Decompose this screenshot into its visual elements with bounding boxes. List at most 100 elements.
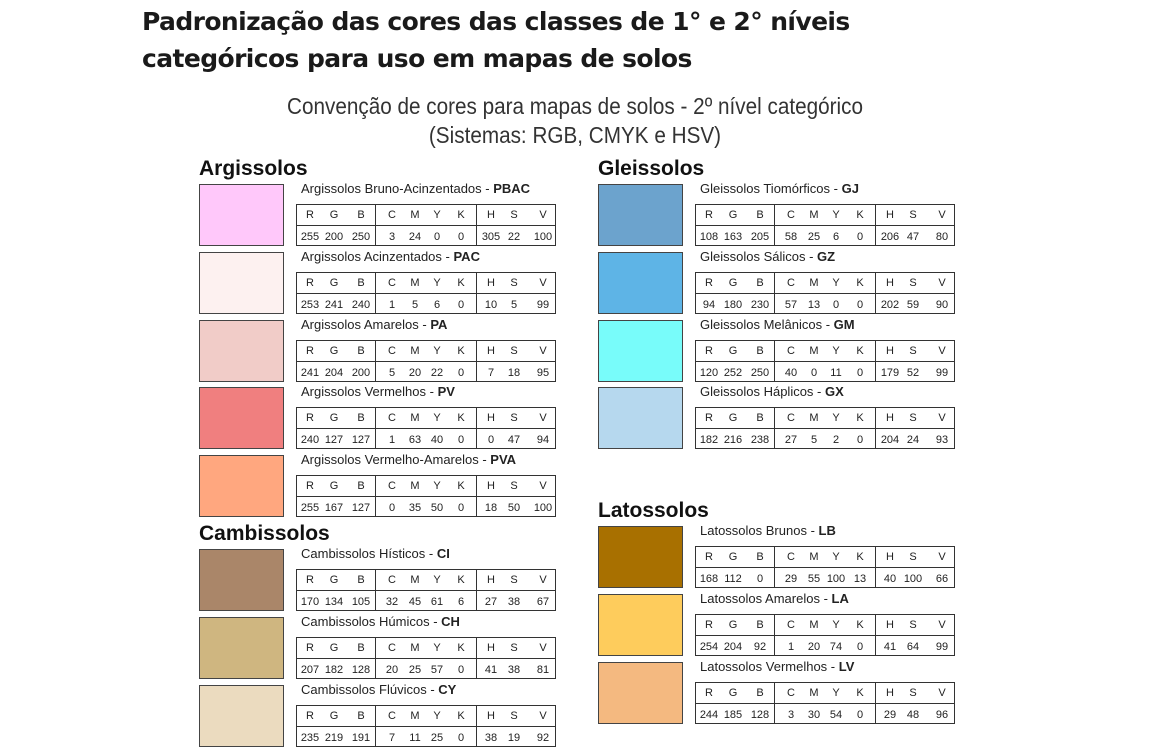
class-name: Latossolos Amarelos - LA <box>700 591 849 607</box>
value-c: 5 <box>388 366 396 379</box>
class-code: LA <box>831 590 849 606</box>
header-m: M <box>410 209 420 221</box>
subtitle-line: Convenção de cores para mapas de solos -… <box>287 93 863 119</box>
header-m: M <box>410 276 420 289</box>
value-v: 80 <box>935 231 949 243</box>
value-y: 54 <box>829 708 843 721</box>
value-s: 64 <box>906 640 920 653</box>
header-y: Y <box>832 618 840 631</box>
header-y: Y <box>832 412 840 425</box>
class-label: Cambissolos Flúvicos - <box>301 681 439 697</box>
value-g: 219 <box>324 731 344 744</box>
header-g: G <box>329 709 339 722</box>
value-b: 128 <box>750 708 770 721</box>
header-r: R <box>705 618 713 631</box>
header-m: M <box>809 209 819 221</box>
header-v: V <box>938 618 946 631</box>
soil-class-lv: Latossolos Vermelhos - LV R G B C M Y K H S V 244 18… <box>598 658 958 726</box>
class-code: PV <box>437 384 455 400</box>
value-v: 99 <box>935 640 949 653</box>
class-code: GM <box>833 316 855 332</box>
header-y: Y <box>433 641 441 654</box>
value-y: 40 <box>430 434 444 447</box>
color-swatch <box>199 387 284 450</box>
value-g: 127 <box>324 434 344 447</box>
header-h: H <box>886 551 894 563</box>
value-g: 252 <box>723 366 743 379</box>
color-swatch <box>199 684 284 747</box>
class-name: Gleissolos Tiomórficos - GJ <box>700 181 859 197</box>
class-name: Cambissolos Húmicos - CH <box>301 614 460 630</box>
header-c: C <box>787 686 795 699</box>
subtitle: Convenção de cores para mapas de solos -… <box>215 92 935 150</box>
class-code: LV <box>838 658 855 674</box>
value-h: 29 <box>883 708 897 721</box>
value-k: 0 <box>856 366 864 379</box>
class-code: GZ <box>817 248 836 264</box>
value-v: 93 <box>935 434 949 447</box>
header-c: C <box>787 344 795 357</box>
group-title: Cambissolos <box>199 522 330 545</box>
value-r: 207 <box>300 663 320 676</box>
color-values-table: R G B C M Y K H S V 108 163 205 58 25 6 0 206 47 80 <box>695 204 955 246</box>
class-name: Gleissolos Háplicos - GX <box>700 384 844 400</box>
color-swatch <box>199 251 284 314</box>
header-v: V <box>539 641 547 654</box>
value-c: 32 <box>385 596 399 608</box>
value-v: 100 <box>533 231 553 243</box>
header-y: Y <box>433 344 441 357</box>
color-values-table: R G B C M Y K H S V 240 127 127 1 63 40 0 0 47 94 <box>296 407 556 450</box>
header-k: K <box>856 412 864 425</box>
header-v: V <box>539 209 547 221</box>
header-b: B <box>756 618 764 631</box>
header-v: V <box>539 412 547 425</box>
color-swatch <box>598 526 683 588</box>
color-swatch <box>199 549 284 611</box>
soil-class-pac: Argissolos Acinzentados - PAC R G B C M Y K H S V 2… <box>199 249 559 316</box>
value-k: 0 <box>856 640 864 653</box>
value-b: 127 <box>351 502 371 515</box>
header-b: B <box>357 344 365 357</box>
value-k: 0 <box>457 366 465 379</box>
value-s: 50 <box>507 502 521 515</box>
class-name: Argissolos Bruno-Acinzentados - PBAC <box>301 181 530 197</box>
value-r: 168 <box>699 573 719 585</box>
header-h: H <box>487 412 495 425</box>
value-b: 128 <box>351 663 371 676</box>
header-k: K <box>457 709 465 722</box>
soil-class-gx: Gleissolos Háplicos - GX R G B C M Y K H S V 182 216… <box>598 384 958 451</box>
header-v: V <box>938 412 946 425</box>
class-label: Argissolos Bruno-Acinzentados - <box>301 181 494 196</box>
header-m: M <box>809 344 819 357</box>
value-y: 57 <box>430 663 444 676</box>
value-c: 1 <box>787 640 795 653</box>
value-b: 127 <box>351 434 371 447</box>
page-title-line: categóricos para uso em mapas de solos <box>142 44 692 73</box>
value-m: 0 <box>810 366 818 379</box>
value-m: 30 <box>807 708 821 721</box>
color-values-table: R G B C M Y K H S V 120 252 250 40 0 11 0 179 52 99 <box>695 339 955 382</box>
class-name: Cambissolos Flúvicos - CY <box>301 682 456 698</box>
soil-class-gj: Gleissolos Tiomórficos - GJ R G B C M Y K H S V 108… <box>598 181 958 248</box>
color-values-table: R G B C M Y K H S V 168 112 0 29 55 100 13 40 100 66 <box>695 546 955 588</box>
class-name: Gleissolos Melânicos - GM <box>700 317 855 333</box>
value-g: 216 <box>723 434 743 447</box>
value-m: 24 <box>408 231 422 243</box>
soil-class-lb: Latossolos Brunos - LB R G B C M Y K H S V 168 112 0 2… <box>598 523 958 590</box>
value-c: 58 <box>784 231 798 243</box>
header-m: M <box>809 618 819 631</box>
header-k: K <box>856 276 864 289</box>
header-g: G <box>728 344 738 357</box>
header-s: S <box>510 574 518 586</box>
value-b: 250 <box>351 231 371 243</box>
value-s: 24 <box>906 434 920 447</box>
header-g: G <box>728 686 738 699</box>
header-y: Y <box>433 209 441 221</box>
header-b: B <box>756 686 764 699</box>
value-s: 19 <box>507 731 521 744</box>
value-k: 0 <box>457 434 465 447</box>
header-c: C <box>787 551 795 563</box>
value-k: 0 <box>856 708 864 721</box>
value-v: 90 <box>935 298 949 311</box>
header-r: R <box>705 551 713 563</box>
